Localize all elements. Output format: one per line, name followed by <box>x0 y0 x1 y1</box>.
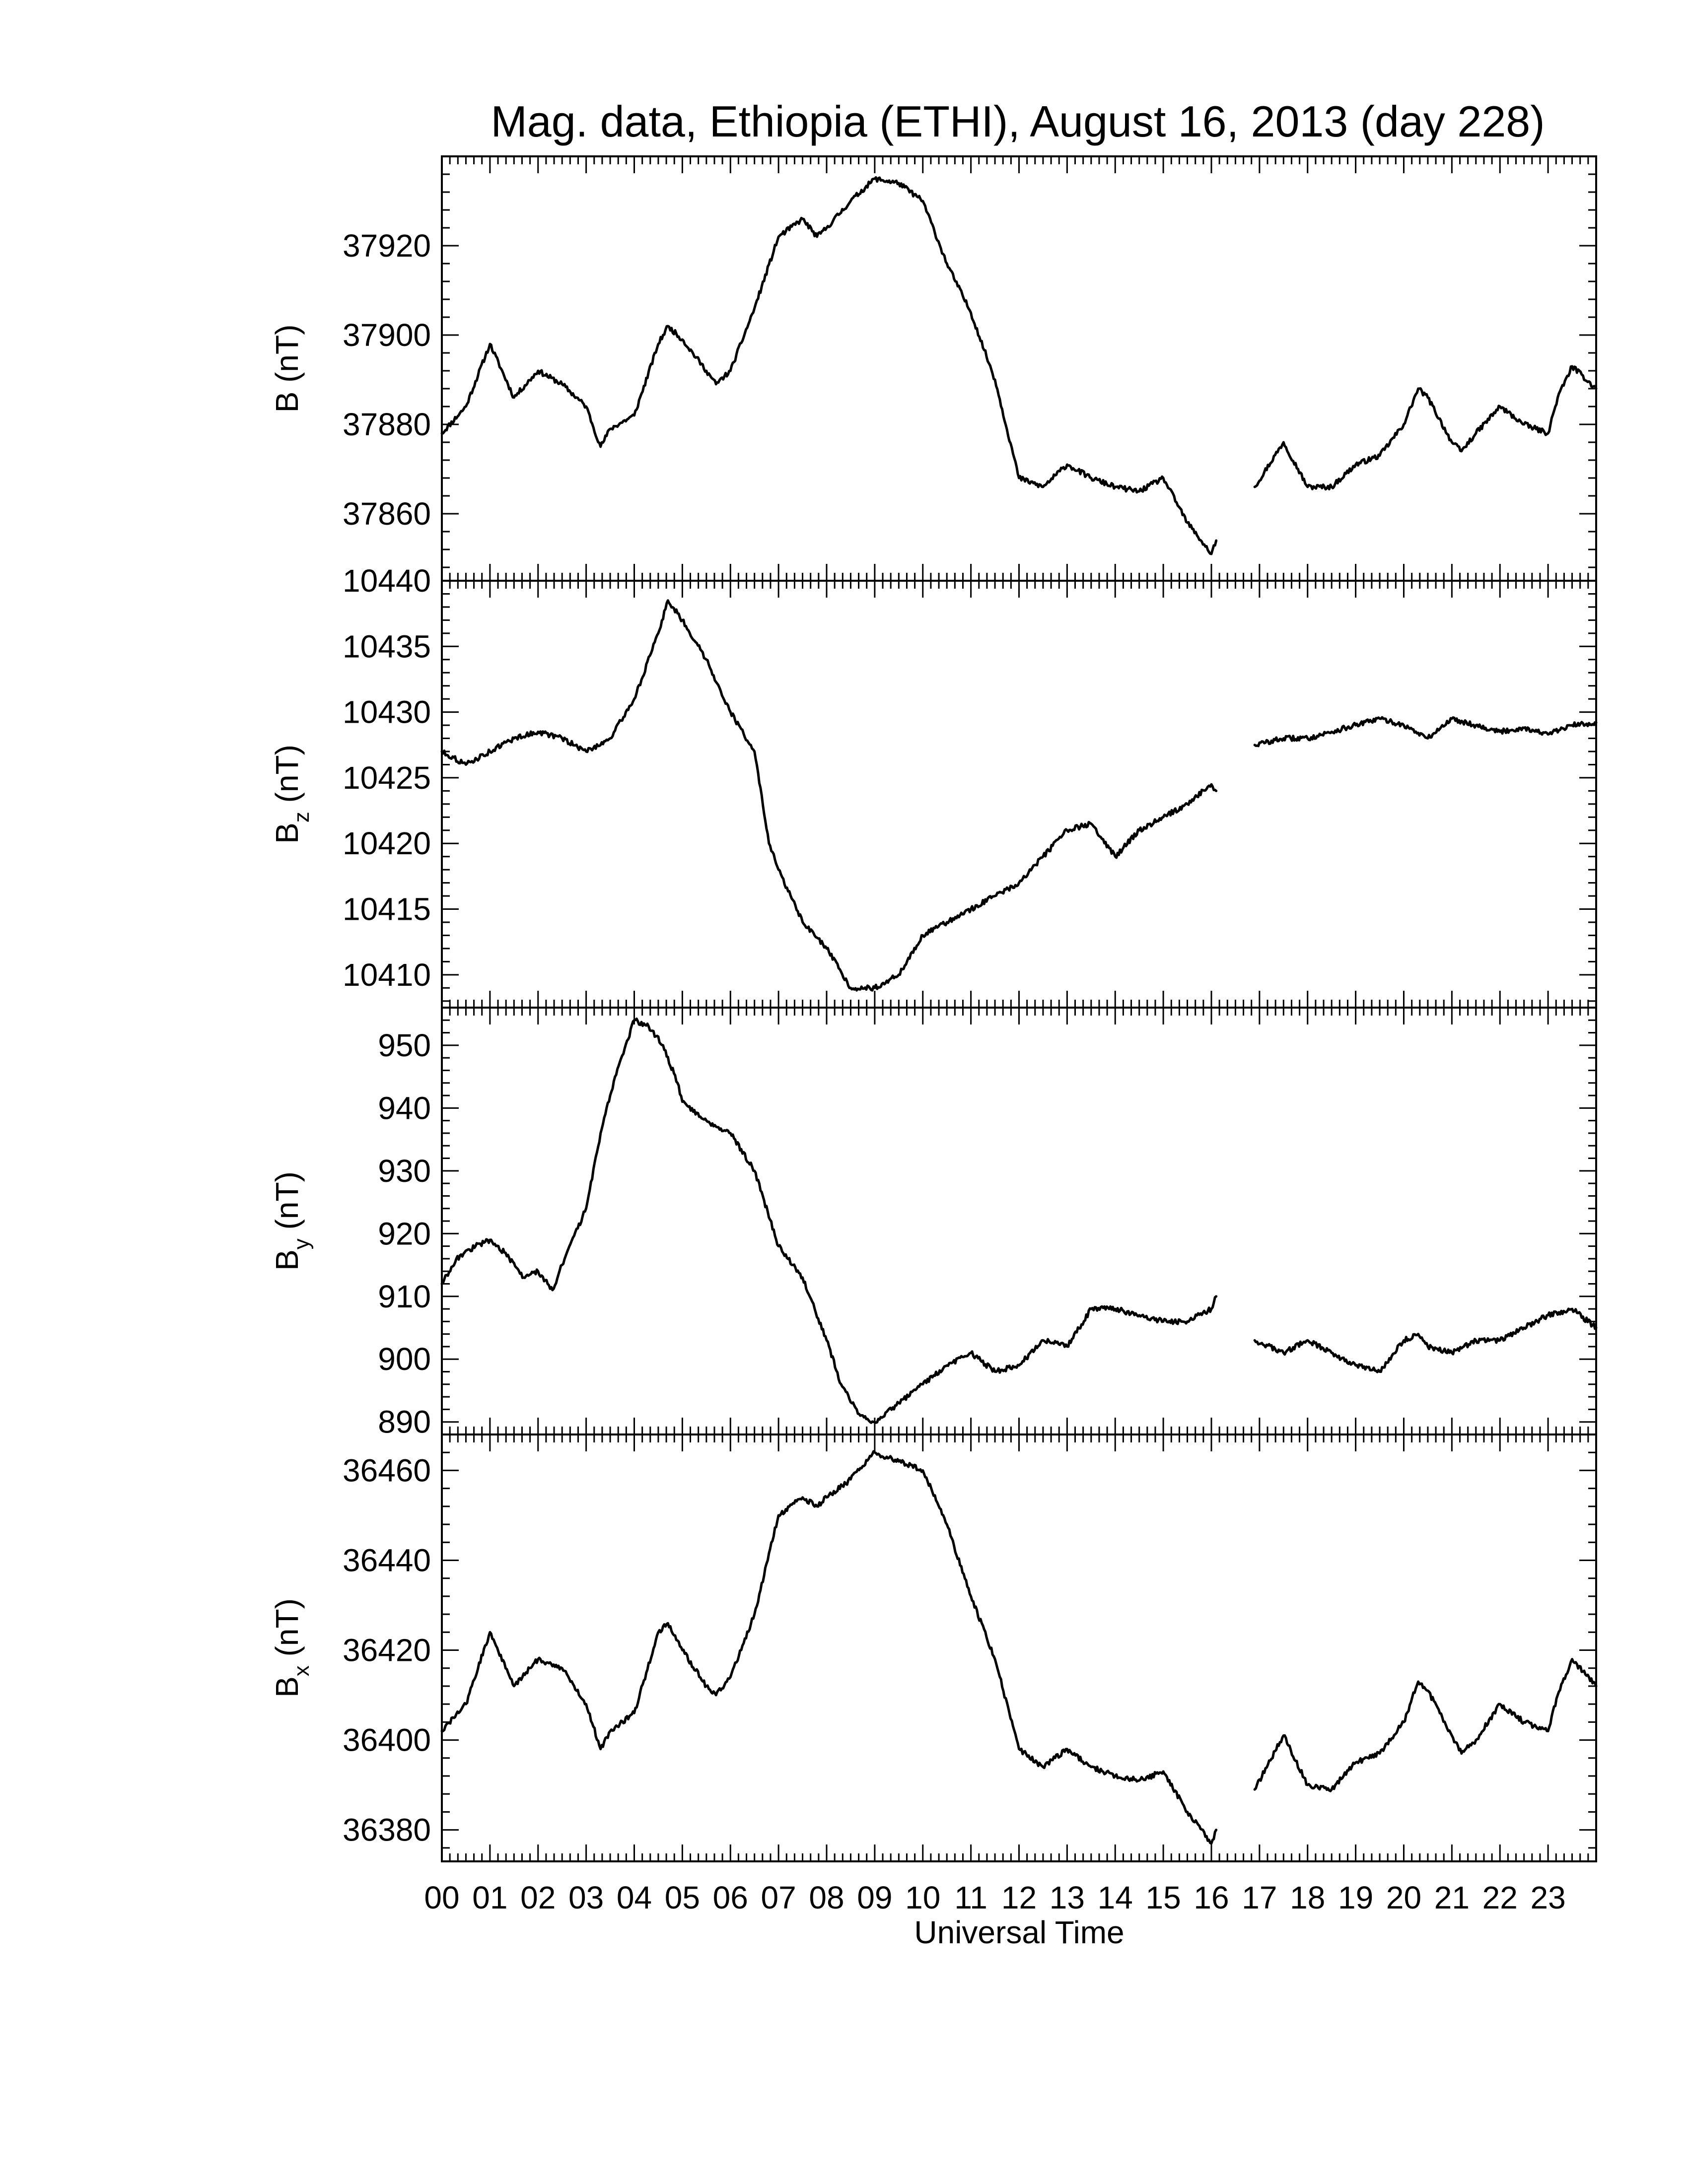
y-axis-label-unit: (nT) <box>269 1598 305 1665</box>
x-tick-label: 13 <box>1050 1880 1085 1915</box>
panels: 37860 37880 37900 37920 B (nT) 10410 10415 1042… <box>269 155 1598 1862</box>
x-tick-label: 03 <box>568 1880 604 1915</box>
y-tick-label: 10415 <box>343 891 431 927</box>
y-axis-label-main: B <box>269 822 305 844</box>
x-tick-label: 07 <box>761 1880 796 1915</box>
y-tick-label: 36420 <box>343 1633 431 1668</box>
y-axis-label-sub: y <box>289 1238 314 1249</box>
x-tick-label: 05 <box>665 1880 700 1915</box>
panel-b: 37860 37880 37900 37920 B (nT) <box>269 155 1598 582</box>
y-tick-label: 10425 <box>343 760 431 796</box>
y-tick-label: 890 <box>378 1404 431 1440</box>
y-tick-label: 930 <box>378 1153 431 1189</box>
y-tick-label: 920 <box>378 1216 431 1251</box>
x-tick-label: 09 <box>857 1880 892 1915</box>
y-axis-label-unit: (nT) <box>269 1171 305 1238</box>
y-tick-label: 36400 <box>343 1722 431 1758</box>
y-tick-label: 940 <box>378 1090 431 1126</box>
x-tick-label: 04 <box>617 1880 652 1915</box>
y-tick-label: 37880 <box>343 407 431 442</box>
series-line-bx-1 <box>440 1450 1218 1845</box>
y-tick-label: 10430 <box>343 694 431 730</box>
figure-title: Mag. data, Ethiopia (ETHI), August 16, 2… <box>491 97 1545 146</box>
y-tick-label: 37920 <box>343 228 431 264</box>
series-line-by-1 <box>440 1017 1218 1424</box>
series-line-b-2 <box>1253 365 1598 491</box>
x-tick-label: 15 <box>1146 1880 1181 1915</box>
x-axis: 00 01 02 03 04 05 06 07 08 09 10 11 12 13 14 15 16 17 18 19… <box>424 1880 1565 1915</box>
series-line-bz-2 <box>1253 716 1598 748</box>
panel-bz: 10410 10415 10420 10425 10430 10435 10440 Bz (n… <box>269 563 1598 1009</box>
series-line-by-2 <box>1253 1307 1598 1373</box>
y-tick-label: 36460 <box>343 1452 431 1488</box>
series-line-bz-1 <box>440 599 1218 992</box>
panel-bx: 36380 36400 36420 36440 36460 Bx (nT) <box>269 1433 1598 1862</box>
y-axis-label: Bz (nT) <box>269 745 314 844</box>
y-tick-label: 910 <box>378 1279 431 1314</box>
x-tick-label: 06 <box>713 1880 748 1915</box>
x-tick-label: 08 <box>809 1880 844 1915</box>
x-tick-label: 01 <box>472 1880 507 1915</box>
x-tick-label: 12 <box>1001 1880 1037 1915</box>
x-tick-label: 21 <box>1434 1880 1470 1915</box>
y-tick-label: 950 <box>378 1027 431 1063</box>
y-axis-label-main: B <box>269 1676 305 1698</box>
y-tick-label: 37900 <box>343 317 431 353</box>
y-tick-label: 10420 <box>343 825 431 861</box>
y-tick-label: 10410 <box>343 957 431 993</box>
x-tick-label: 11 <box>954 1880 987 1915</box>
y-axis-label: B (nT) <box>269 325 305 413</box>
x-tick-label: 18 <box>1290 1880 1325 1915</box>
x-tick-label: 14 <box>1098 1880 1133 1915</box>
series-line-b-1 <box>440 176 1218 555</box>
y-tick-label: 10440 <box>343 563 431 599</box>
y-axis-label-main: B <box>269 1249 305 1271</box>
y-tick-label: 10435 <box>343 628 431 664</box>
x-tick-label: 16 <box>1194 1880 1229 1915</box>
y-axis-label-unit: (nT) <box>269 745 305 812</box>
y-axis-label-sub: x <box>289 1665 314 1676</box>
y-axis-label: By (nT) <box>269 1171 314 1271</box>
x-tick-label: 10 <box>905 1880 940 1915</box>
x-tick-label: 22 <box>1482 1880 1518 1915</box>
y-axis-label-main: B <box>269 392 305 413</box>
x-axis-label: Universal Time <box>914 1914 1124 1950</box>
y-tick-label: 36380 <box>343 1812 431 1848</box>
y-tick-label: 37860 <box>343 496 431 532</box>
x-tick-label: 19 <box>1338 1880 1373 1915</box>
x-tick-label: 00 <box>424 1880 459 1915</box>
x-tick-label: 23 <box>1531 1880 1566 1915</box>
series-line-bx-2 <box>1253 1658 1598 1792</box>
y-tick-label: 36440 <box>343 1542 431 1578</box>
x-tick-label: 17 <box>1242 1880 1277 1915</box>
panel-by: 890 900 910 920 930 940 950 By (nT) <box>269 1007 1598 1440</box>
x-tick-label: 02 <box>520 1880 556 1915</box>
x-tick-label: 20 <box>1386 1880 1421 1915</box>
y-axis-label-sub: z <box>289 812 314 822</box>
y-axis-label: Bx (nT) <box>269 1598 314 1698</box>
y-tick-label: 900 <box>378 1341 431 1377</box>
y-axis-label-unit: (nT) <box>269 325 305 392</box>
